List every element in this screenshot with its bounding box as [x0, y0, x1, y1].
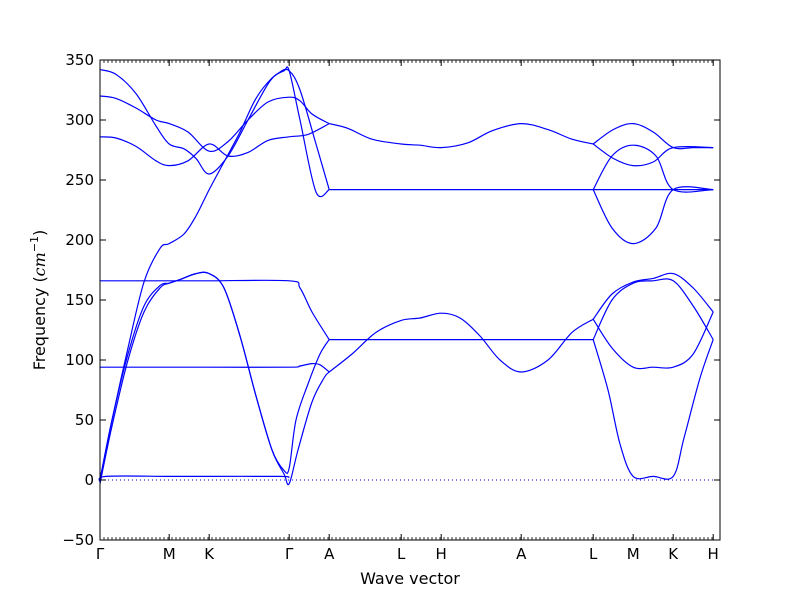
band-line-9 [98, 475, 290, 483]
x-tick-label: K [668, 545, 679, 563]
band-line-1 [99, 68, 330, 190]
x-tick-label: Γ [96, 545, 105, 563]
band-line-11 [329, 122, 594, 149]
band-line-12 [328, 312, 594, 373]
y-tick-label: 300 [65, 111, 94, 129]
y-tick-label: 50 [75, 411, 94, 429]
band-line-7 [99, 271, 330, 486]
y-tick-label: −50 [62, 531, 94, 549]
x-tick-label: M [627, 545, 640, 563]
y-tick-label: 100 [65, 351, 94, 369]
x-tick-label: Γ [285, 545, 294, 563]
plot-frame [99, 59, 721, 541]
x-tick-label: M [163, 545, 176, 563]
band-line-16 [592, 144, 714, 193]
x-tick-label: L [397, 545, 406, 563]
x-tick-label: A [516, 545, 527, 563]
y-tick-label: 350 [65, 51, 94, 69]
x-tick-label: A [324, 545, 335, 563]
x-tick-label: H [708, 545, 719, 563]
y-tick-label: 250 [65, 171, 94, 189]
band-line-20 [592, 311, 714, 370]
plot-background [100, 60, 720, 540]
band-line-14 [592, 122, 714, 150]
y-axis-label-text: Frequency ( [30, 276, 49, 370]
band-line-8 [100, 362, 330, 373]
y-tick-label: 0 [84, 471, 94, 489]
y-axis-label-unit: cm [30, 252, 49, 276]
series-layer [98, 66, 714, 486]
band-line-21 [592, 339, 714, 480]
x-axis-label: Wave vector [360, 569, 460, 588]
y-axis-label: Frequency (cm−1) [28, 230, 49, 371]
band-line-17 [592, 186, 714, 245]
band-line-18 [592, 272, 714, 320]
y-tick-label: 150 [65, 291, 94, 309]
x-tick-label: K [204, 545, 215, 563]
band-line-3 [99, 123, 330, 167]
x-tick-label: L [589, 545, 598, 563]
y-tick-label: 200 [65, 231, 94, 249]
x-tick-label: H [436, 545, 447, 563]
tick-layer: −50 0 50 100 150 200 250 300 350 Γ M K Γ A L H A L M K H [62, 51, 720, 563]
y-axis-label-close: ) [30, 230, 49, 236]
band-line-19 [592, 278, 714, 340]
band-line-5 [100, 279, 330, 340]
band-line-4 [99, 66, 330, 481]
y-axis-label-exponent: −1 [28, 236, 41, 252]
